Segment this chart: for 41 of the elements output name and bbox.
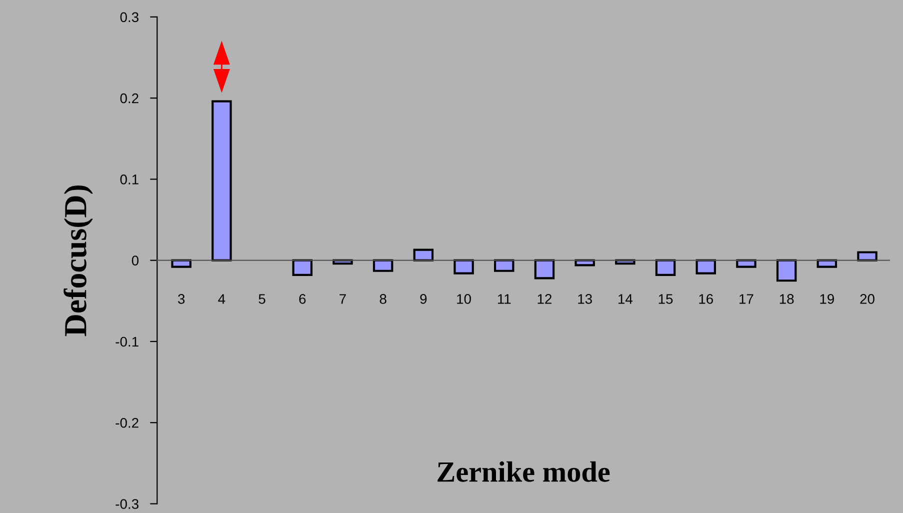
y-tick-label: -0.2 [116,418,138,428]
bar [494,259,514,272]
x-axis-title: Zernike mode [438,461,610,482]
x-tick-label: 16 [699,294,713,304]
bar [372,259,394,272]
x-tick-label: 3 [178,294,185,304]
bar [212,100,232,262]
x-tick-label: 4 [218,294,226,304]
bar [696,259,716,274]
bar [736,259,756,268]
y-axis-title: Defocus(D) [64,185,93,336]
x-tick-label: 17 [740,294,754,304]
y-tick-label: -0.1 [116,336,138,347]
x-tick-label: 11 [498,294,511,304]
x-tick-label: 10 [457,294,471,304]
x-tick-label: 20 [860,294,874,304]
bar [574,259,595,266]
y-tick-label: 0.3 [120,12,138,22]
y-tick-label: 0.1 [120,174,138,184]
bar [454,259,474,274]
x-tick-label: 12 [538,294,552,304]
x-tick-label: 6 [299,294,306,304]
x-tick-label: 5 [258,294,266,304]
x-tick-label: 15 [658,294,673,304]
y-tick-label: -0.3 [116,499,138,509]
bar [413,248,434,262]
x-tick-label: 18 [780,294,794,304]
x-tick-label: 7 [340,294,346,304]
bar [171,259,192,268]
bar [857,251,878,262]
x-tick-label: 8 [380,294,386,304]
y-tick-label: 0 [132,256,139,266]
bar [292,259,312,276]
bar [534,259,555,280]
bar [655,259,676,276]
y-tick-label: 0.2 [120,93,138,104]
x-tick-label: 14 [618,294,632,304]
x-tick-label: 9 [420,294,427,304]
x-tick-label: 19 [820,294,834,304]
x-tick-label: 13 [578,294,592,304]
bar [776,259,797,282]
